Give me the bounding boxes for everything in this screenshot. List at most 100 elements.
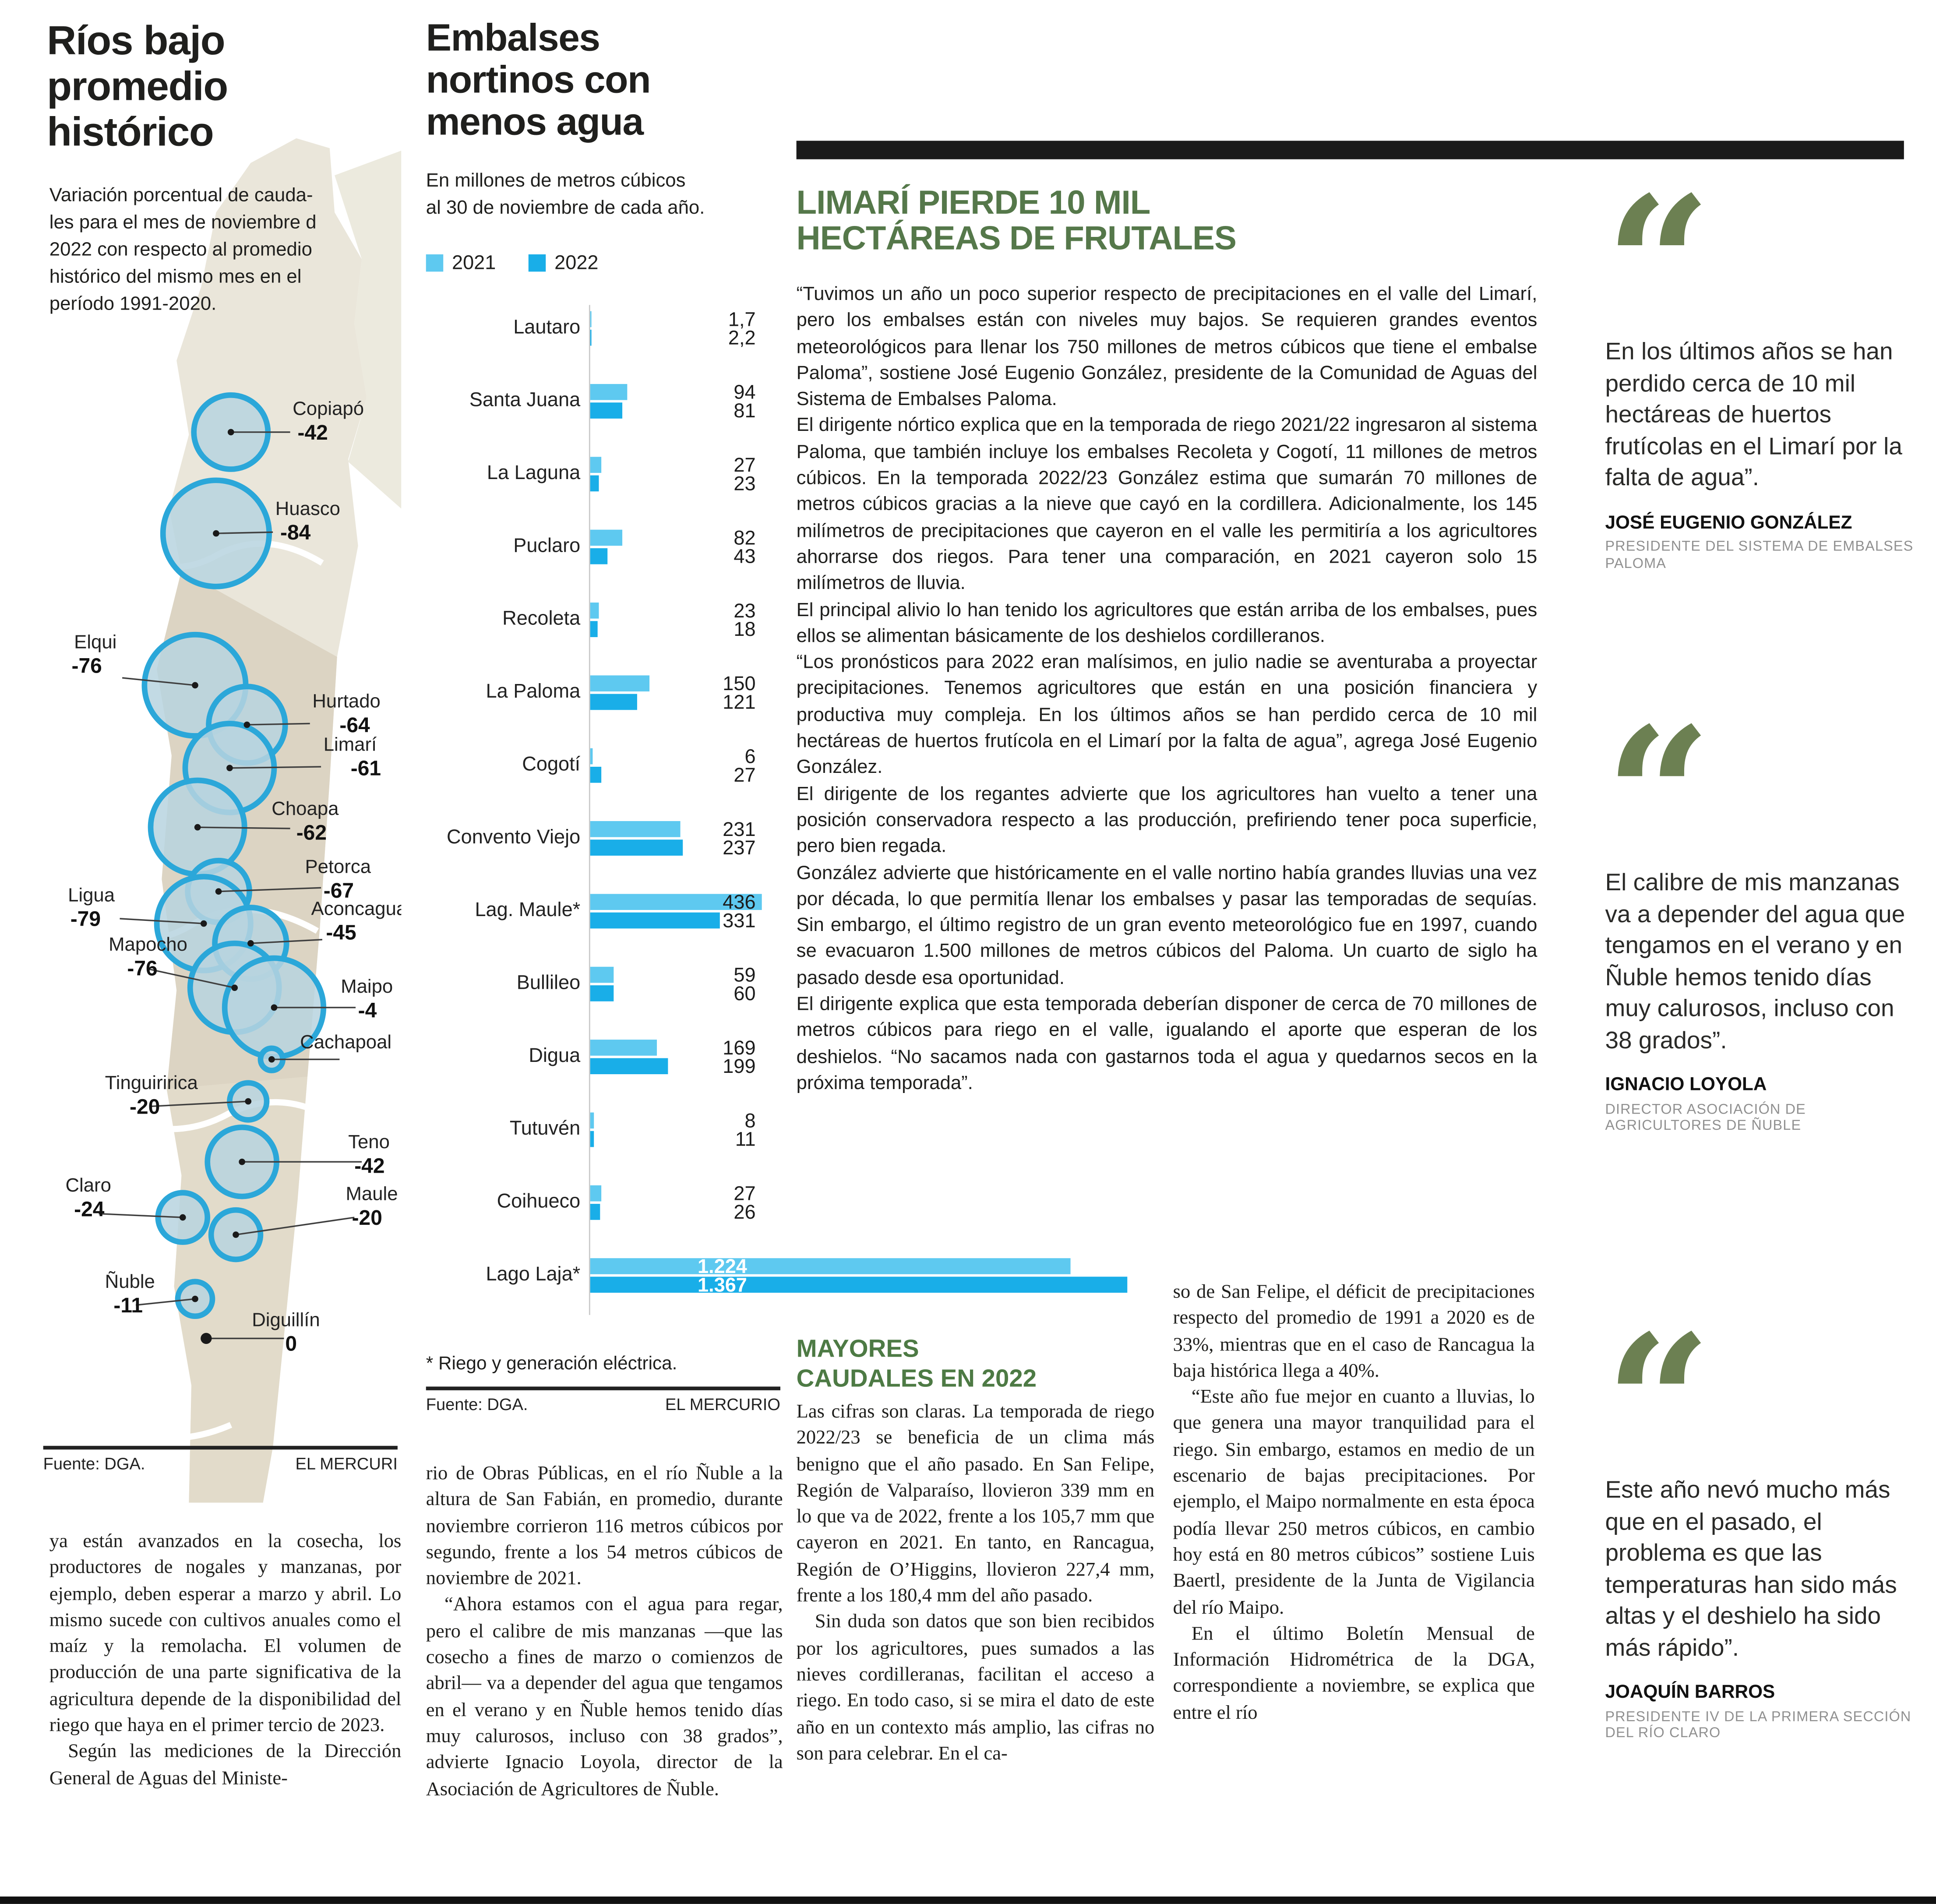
map-point-dot — [179, 1214, 186, 1221]
map-label-teno: Teno -42 — [348, 1131, 390, 1179]
bar-2022 — [590, 621, 598, 637]
bar-value-2022: 237 — [723, 838, 756, 860]
bar-row-label: Lag. Maule* — [475, 900, 581, 921]
subsection-heading: MAYORES CAUDALES EN 2022 — [797, 1336, 1037, 1394]
bar-2021 — [590, 1040, 657, 1056]
bar-2022 — [590, 985, 614, 1001]
bar-2021 — [590, 529, 623, 546]
map-point-dot — [239, 1158, 245, 1165]
bar-value-2021: 150 — [723, 674, 756, 695]
map-leader-line — [219, 887, 321, 892]
map-intro: Variación porcentual de cauda-les para e… — [49, 183, 410, 318]
map-label-value: -79 — [70, 907, 101, 931]
map-label-name: Ñuble — [105, 1272, 155, 1293]
map-leader-line — [122, 677, 195, 686]
bar-value-2022: 121 — [723, 692, 756, 714]
map-label-claro: Claro -24 — [65, 1174, 111, 1222]
bar-value-2022: 2,2 — [728, 328, 756, 349]
legend-item-2022: 2022 — [528, 253, 598, 274]
bar-2021 — [590, 894, 762, 910]
map-point-dot — [271, 1004, 278, 1011]
quote-text: Este año nevó mucho más que en el pasado… — [1605, 1477, 1897, 1661]
map-label-limarí: Limarí -61 — [324, 733, 381, 782]
bar-2021 — [590, 602, 599, 619]
map-label-value: -67 — [323, 879, 354, 903]
quote-author-role: DIRECTOR ASOCIACIÓN DE AGRICULTORES DE Ñ… — [1605, 1102, 1806, 1134]
map-river — [91, 1419, 233, 1442]
map-source: Fuente: DGA. — [43, 1454, 145, 1473]
map-label-name: Maipo — [341, 977, 393, 998]
subsection-heading-line: MAYORES — [796, 1336, 919, 1363]
map-label-value: -42 — [297, 421, 328, 445]
bar-value-2021: 1.224 — [697, 1257, 747, 1278]
map-label-value: -4 — [358, 999, 377, 1023]
map-label-name: Limarí — [323, 734, 377, 756]
map-label-name: Diguillín — [252, 1310, 320, 1331]
article-paragraph: González advierte que históricamente en … — [796, 862, 1538, 989]
map-point-dot — [201, 1333, 212, 1344]
map-label-value: -84 — [280, 521, 311, 545]
bar-value-2022: 26 — [733, 1202, 756, 1224]
headline-line: HECTÁREAS DE FRUTALES — [796, 219, 1237, 257]
headline-line: LIMARÍ PIERDE 10 MIL — [796, 184, 1151, 221]
section-divider-bar — [796, 141, 1904, 159]
subsection-paragraph: Sin duda son datos que son bien recibido… — [796, 1611, 1155, 1764]
map-title-line: histórico — [47, 109, 214, 155]
bar-row-label: Lago Laja* — [486, 1264, 581, 1286]
bar-2022 — [590, 1276, 1128, 1293]
bar-2021 — [590, 821, 681, 837]
bar-2022 — [590, 329, 592, 346]
article-headline: LIMARÍ PIERDE 10 MIL HECTÁREAS DE FRUTAL… — [796, 184, 1237, 257]
map-label-value: 0 — [285, 1332, 297, 1356]
map-label-ligua: Ligua -79 — [68, 884, 115, 932]
map-intro-line: les para el mes de noviembre d — [49, 212, 317, 233]
bar-value-2021: 59 — [733, 965, 756, 987]
map-intro-line: período 1991-2020. — [49, 294, 217, 315]
legend-item-2021: 2021 — [426, 253, 496, 274]
bar-row-label: Recoleta — [502, 609, 581, 630]
bar-row-label: Digua — [529, 1046, 581, 1067]
map-label-ñuble: Ñuble -11 — [105, 1270, 155, 1319]
map-label-elqui: Elqui -76 — [71, 631, 117, 679]
bar-value-2021: 23 — [733, 601, 756, 623]
map-leader-line — [216, 531, 273, 534]
bar-value-2021: 6 — [744, 747, 756, 768]
quote-text: El calibre de mis manzanas va a depender… — [1605, 869, 1905, 1054]
bar-value-2021: 169 — [723, 1038, 756, 1060]
chart-footer-rule — [426, 1386, 780, 1390]
bar-row-label: Tutuvén — [509, 1118, 581, 1140]
map-label-value: -20 — [130, 1095, 160, 1119]
subsection-column-2: so de San Felipe, el déficit de precipit… — [1173, 1279, 1535, 1726]
map-label-name: Aconcagua — [311, 899, 402, 920]
chart-title-line: Embalses — [426, 16, 600, 60]
quote-author: IGNACIO LOYOLA — [1605, 1074, 1767, 1095]
quote-author-role: PRESIDENTE IV DE LA PRIMERA SECCIÓN DEL … — [1605, 1709, 1911, 1741]
article-paragraph: “Tuvimos un año un poco superior respect… — [796, 284, 1538, 410]
map-river — [103, 1099, 342, 1132]
map-label-name: Huasco — [275, 499, 340, 520]
bar-value-2021: 27 — [733, 1184, 756, 1205]
map-point-dot — [268, 1056, 275, 1063]
article-body: “Tuvimos un año un poco superior respect… — [797, 282, 1538, 1097]
map-label-value: -76 — [71, 654, 102, 678]
quote-mark-icon: “ — [1605, 1295, 1712, 1513]
article-paragraph: El dirigente explica que esta temporada … — [796, 994, 1538, 1094]
map-point-dot — [243, 721, 250, 728]
bar-2021 — [590, 675, 650, 691]
map-label-copiapó: Copiapó -42 — [293, 398, 364, 446]
page-bottom-rule — [0, 1896, 1936, 1904]
bottom-column-2: rio de Obras Públicas, en el río Ñuble a… — [426, 1461, 783, 1803]
bar-value-2022: 331 — [723, 911, 756, 932]
bar-2021 — [590, 1112, 594, 1129]
map-leader-line — [229, 766, 321, 769]
map-point-dot — [192, 1295, 198, 1302]
chile-map-svg — [79, 138, 402, 1503]
chart-subtitle-line: al 30 de noviembre de cada año. — [426, 197, 705, 218]
subsection-paragraph: so de San Felipe, el déficit de precipit… — [1173, 1281, 1535, 1382]
chart-title-line: nortinos con — [426, 58, 651, 102]
map-label-value: -20 — [352, 1206, 382, 1230]
chart-legend: 2021 2022 — [426, 253, 626, 278]
map-label-value: -61 — [350, 757, 381, 780]
map-label-name: Claro — [65, 1175, 111, 1197]
map-label-name: Hurtado — [312, 691, 381, 712]
